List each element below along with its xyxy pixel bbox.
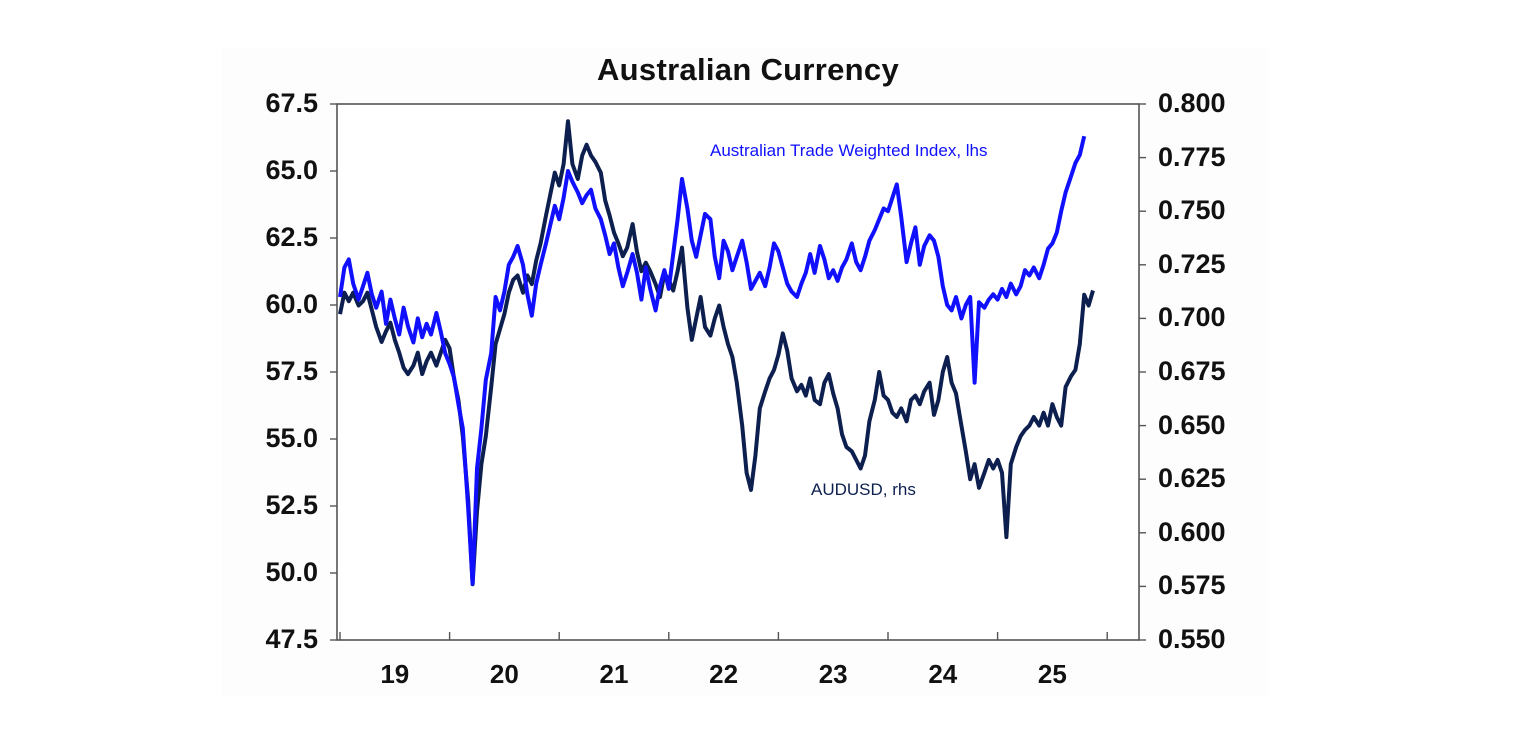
x-axis-label: 25	[1037, 659, 1067, 689]
right-axis-label: 0.775	[1158, 141, 1226, 172]
right-axis-label: 0.750	[1158, 195, 1226, 226]
right-axis-ticks	[1139, 103, 1146, 641]
right-axis-label: 0.650	[1158, 409, 1226, 440]
audusd-series-label: AUDUSD, rhs	[811, 480, 916, 499]
left-axis-label: 55.0	[265, 423, 318, 453]
x-axis-label: 23	[818, 659, 848, 689]
right-axis-label: 0.700	[1158, 302, 1226, 333]
right-axis-label: 0.550	[1158, 624, 1226, 654]
twi-line	[338, 135, 1087, 586]
left-axis-label: 50.0	[265, 557, 318, 587]
x-axis-label: 19	[380, 659, 410, 689]
left-axis-label: 47.5	[265, 624, 318, 654]
x-axis-label: 20	[489, 659, 519, 689]
x-axis-ticks	[339, 632, 1108, 640]
left-axis-label: 65.0	[265, 155, 318, 185]
left-axis-label: 57.5	[265, 356, 318, 386]
right-axis-label: 0.600	[1158, 516, 1226, 547]
plot-frame	[336, 103, 1140, 641]
left-axis-label: 60.0	[265, 289, 318, 319]
left-axis-label: 62.5	[265, 222, 318, 252]
chart-title-text: Australian Currency	[596, 52, 900, 87]
twi-series-label: Australian Trade Weighted Index, lhs	[710, 141, 988, 160]
x-axis-label: 24	[928, 659, 958, 689]
left-axis-label: 67.5	[265, 88, 318, 118]
left-axis-label: 52.5	[265, 490, 318, 520]
right-axis-label: 0.675	[1158, 356, 1226, 386]
x-axis-label: 21	[599, 659, 629, 689]
right-axis-label: 0.625	[1158, 463, 1226, 494]
x-axis-label: 22	[709, 659, 739, 689]
right-axis-label: 0.800	[1158, 88, 1226, 118]
right-axis-label: 0.725	[1158, 248, 1226, 279]
right-axis-label: 0.575	[1158, 570, 1226, 601]
chart-title: Australian Currency	[0, 52, 1536, 88]
left-axis-ticks	[330, 103, 337, 641]
